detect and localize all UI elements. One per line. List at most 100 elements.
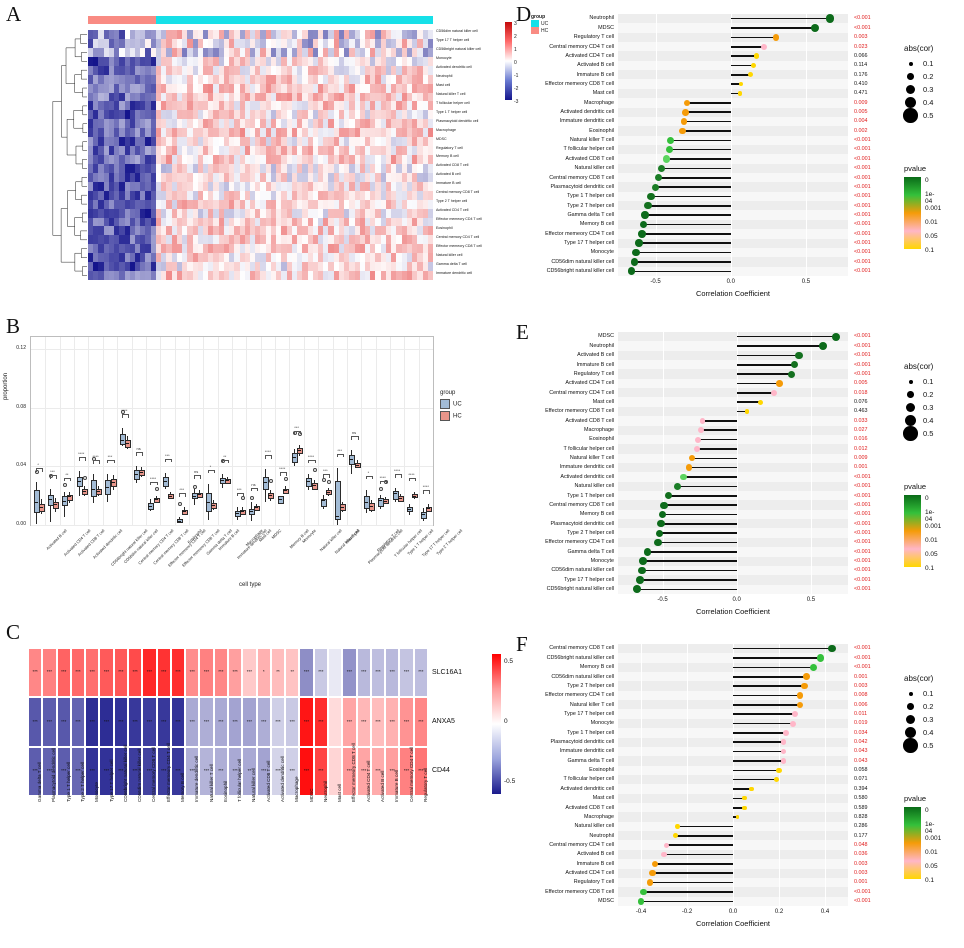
heatmap-cell — [281, 181, 287, 191]
heatmap-cell — [385, 226, 392, 236]
significance-stars: *** — [403, 669, 410, 675]
lollipop-row-label: Activated CD8 T cell — [565, 804, 614, 811]
heatmap-cell — [150, 244, 156, 254]
lollipop-pvalue: 0.410 — [854, 80, 868, 87]
heatmap-a-row-label: Memory B cell — [436, 154, 459, 159]
heatmap-cell — [338, 253, 345, 263]
heatmap-cell — [187, 253, 193, 263]
heatmap-cell — [354, 119, 360, 129]
heatmap-cell — [375, 208, 381, 218]
heatmap-cell — [276, 56, 282, 66]
heatmap-cell — [239, 190, 245, 200]
heatmap-cell — [406, 226, 413, 236]
heatmap-c-cell: *** — [270, 746, 286, 796]
heatmap-cell — [166, 181, 172, 191]
lollipop-row-label: CD56bright natural killer cell — [546, 268, 614, 275]
heatmap-cell — [370, 30, 376, 39]
heatmap-cell — [119, 235, 125, 245]
heatmap-cell — [344, 199, 350, 209]
heatmap-c-column-label: Memory B cell — [180, 772, 185, 802]
heatmap-cell — [88, 271, 94, 280]
heatmap-cell — [297, 38, 303, 48]
heatmap-cell — [103, 208, 109, 218]
heatmap-cell — [234, 128, 240, 138]
heatmap-cell — [98, 74, 104, 84]
x-tick-label: 0.0 — [726, 279, 735, 285]
lollipop-pvalue: 0.286 — [854, 823, 868, 830]
lollipop-row-label: CD56dim natural killer cell — [551, 258, 614, 265]
heatmap-cell — [103, 56, 109, 66]
heatmap-cell — [349, 199, 355, 209]
lollipop-stem — [733, 816, 738, 818]
heatmap-cell — [349, 190, 355, 200]
heatmap-cell — [297, 190, 303, 200]
lollipop-pvalue: <0.001 — [854, 511, 871, 518]
heatmap-cell — [187, 128, 193, 138]
heatmap-cell — [234, 137, 240, 147]
heatmap-cell — [270, 119, 277, 129]
heatmap-cell — [354, 65, 360, 75]
colorbar-tick: -0.5 — [504, 778, 516, 785]
heatmap-c-cell: *** — [70, 746, 86, 796]
heatmap-c-row: *** *** *** *** *** *** *** *** *** *** *** *** *** *… — [28, 648, 428, 698]
heatmap-cell — [270, 128, 277, 138]
heatmap-cell — [297, 30, 303, 39]
heatmap-cell — [406, 56, 413, 66]
lollipop-stem — [689, 466, 737, 469]
heatmap-cell — [192, 38, 198, 48]
heatmap-a-row-label: Central memory CD8 T cell — [436, 190, 480, 195]
heatmap-cell — [140, 30, 146, 39]
heatmap-cell — [297, 208, 303, 218]
significance-stars: *** — [32, 669, 38, 675]
heatmap-a-row-label: Effector memeory CD4 T cell — [436, 216, 482, 221]
heatmap-cell — [333, 226, 339, 236]
heatmap-c-cell: *** — [28, 746, 43, 796]
heatmap-cell — [260, 146, 266, 155]
heatmap-cell — [208, 74, 214, 84]
heatmap-cell — [276, 101, 282, 111]
heatmap-cell — [161, 30, 167, 39]
heatmap-cell — [380, 38, 386, 48]
heatmap-cell — [244, 137, 251, 147]
heatmap-cell — [161, 217, 167, 227]
heatmap-cell — [286, 47, 292, 57]
heatmap-cell — [171, 137, 177, 147]
heatmap-cell — [328, 172, 334, 182]
heatmap-cell — [338, 146, 345, 155]
heatmap-cell — [218, 262, 224, 272]
heatmap-cell — [307, 119, 313, 129]
heatmap-cell — [354, 110, 360, 120]
heatmap-cell — [338, 155, 345, 164]
heatmap-cell — [145, 137, 151, 147]
heatmap-cell — [98, 262, 104, 272]
heatmap-cell — [250, 38, 256, 48]
lollipop-dot — [651, 860, 658, 867]
heatmap-cell — [140, 92, 146, 102]
boxplot-outlier — [63, 482, 68, 487]
heatmap-cell — [250, 92, 256, 102]
lollipop-pvalue: <0.001 — [854, 165, 871, 172]
heatmap-cell — [307, 92, 313, 102]
lollipop-dot — [782, 729, 789, 736]
lollipop-stem — [643, 223, 731, 226]
lollipop-pvalue: <0.001 — [854, 174, 871, 181]
heatmap-cell — [338, 181, 345, 191]
significance-bracket — [64, 477, 72, 482]
heatmap-cell — [323, 217, 329, 227]
heatmap-cell — [223, 137, 230, 147]
heatmap-cell — [213, 83, 219, 93]
heatmap-cell — [145, 119, 151, 129]
heatmap-cell — [93, 226, 99, 236]
heatmap-cell — [114, 155, 120, 164]
heatmap-cell — [307, 146, 313, 155]
heatmap-cell — [202, 226, 209, 236]
heatmap-cell — [427, 226, 433, 236]
heatmap-cell — [223, 92, 230, 102]
heatmap-cell — [119, 110, 125, 120]
heatmap-cell — [140, 172, 146, 182]
size-legend: abs(cor) 0.1 0.2 0.3 0.4 0.5 — [903, 44, 933, 123]
heatmap-cell — [93, 92, 99, 102]
lollipop-pvalue: <0.001 — [854, 664, 871, 671]
heatmap-cell — [155, 119, 162, 129]
heatmap-cell — [422, 172, 428, 182]
